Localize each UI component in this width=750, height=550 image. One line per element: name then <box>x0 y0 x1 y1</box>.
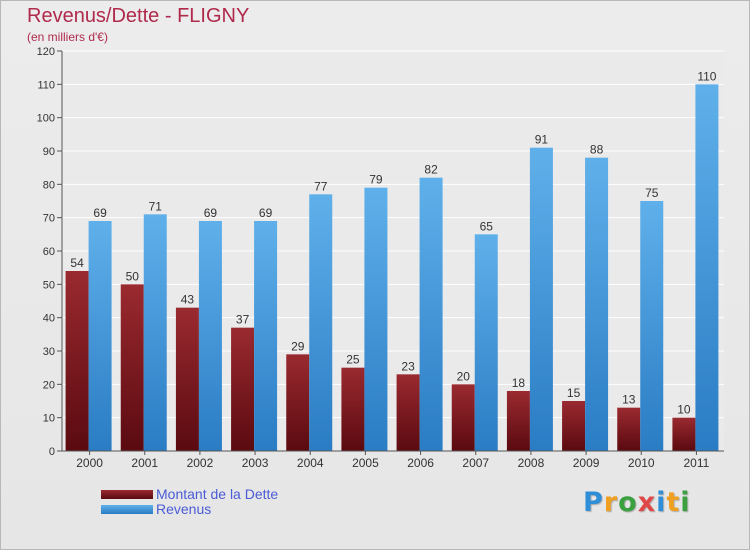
data-label: 79 <box>369 173 383 187</box>
data-label: 29 <box>291 339 305 353</box>
data-label: 25 <box>346 353 360 367</box>
y-tick-label: 80 <box>43 179 55 191</box>
bar-revenus-2005 <box>364 187 388 451</box>
chart-title: Revenus/Dette - FLIGNY <box>27 5 250 27</box>
y-tick-label: 90 <box>43 146 55 158</box>
data-label: 13 <box>622 393 636 407</box>
bar-revenus-2006 <box>419 177 443 451</box>
data-label: 18 <box>512 376 526 390</box>
x-tick-label: 2006 <box>407 456 434 470</box>
x-tick-label: 2003 <box>242 456 269 470</box>
data-label: 69 <box>204 206 218 220</box>
bar-revenus-2000 <box>88 221 112 451</box>
data-label: 110 <box>697 69 716 83</box>
bar-dette-2002 <box>175 307 199 451</box>
data-label: 88 <box>590 143 604 157</box>
legend-label-revenus: Revenus <box>156 501 212 517</box>
x-tick-label: 2000 <box>76 456 103 470</box>
y-tick-label: 70 <box>43 213 55 225</box>
data-label: 69 <box>93 206 107 220</box>
bar-dette-2007 <box>451 384 475 451</box>
bar-dette-2005 <box>341 367 365 451</box>
legend-label-debt: Montant de la Dette <box>156 486 279 502</box>
x-tick-label: 2002 <box>187 456 214 470</box>
x-tick-label: 2005 <box>352 456 379 470</box>
bar-revenus-2002 <box>198 221 222 451</box>
bar-dette-2001 <box>120 284 144 451</box>
proxiti-logo: Proxiti <box>583 487 691 518</box>
legend-swatch-revenus <box>101 505 153 514</box>
data-label: 10 <box>677 403 691 417</box>
bar-revenus-2011 <box>695 84 719 451</box>
data-label: 43 <box>181 293 195 307</box>
y-tick-label: 0 <box>49 446 55 458</box>
data-label: 71 <box>149 199 163 213</box>
data-label: 50 <box>126 269 140 283</box>
y-tick-label: 20 <box>43 379 55 391</box>
x-tick-label: 2007 <box>462 456 489 470</box>
bar-revenus-2008 <box>529 147 553 451</box>
bar-dette-2010 <box>617 407 641 451</box>
data-label: 77 <box>314 179 328 193</box>
data-label: 20 <box>457 369 471 383</box>
bar-revenus-2009 <box>585 157 609 451</box>
data-label: 91 <box>535 133 549 147</box>
x-tick-label: 2008 <box>518 456 545 470</box>
bar-dette-2011 <box>672 417 696 451</box>
bar-dette-2003 <box>231 327 255 451</box>
bar-dette-2004 <box>286 354 310 451</box>
data-label: 37 <box>236 313 250 327</box>
y-tick-label: 30 <box>43 346 55 358</box>
bar-dette-2008 <box>506 391 530 451</box>
bar-revenus-2001 <box>143 214 167 451</box>
bar-revenus-2003 <box>254 221 278 451</box>
x-tick-label: 2001 <box>131 456 158 470</box>
chart-subtitle: (en milliers d'€) <box>27 30 108 44</box>
x-tick-label: 2009 <box>573 456 600 470</box>
y-tick-label: 110 <box>37 79 55 91</box>
y-tick-label: 100 <box>37 113 55 125</box>
bar-revenus-2007 <box>474 234 498 451</box>
y-tick-label: 40 <box>43 313 55 325</box>
bar-revenus-2004 <box>309 194 333 452</box>
y-tick-label: 60 <box>43 246 55 258</box>
x-tick-label: 2004 <box>297 456 324 470</box>
data-label: 75 <box>645 186 659 200</box>
x-tick-label: 2010 <box>628 456 655 470</box>
bar-dette-2009 <box>562 401 586 451</box>
y-tick-label: 10 <box>43 413 55 425</box>
bar-dette-2000 <box>65 271 89 451</box>
data-label: 23 <box>401 359 415 373</box>
y-tick-label: 50 <box>43 279 55 291</box>
bar-revenus-2010 <box>640 201 664 451</box>
legend-swatch-debt <box>101 490 153 499</box>
bar-dette-2006 <box>396 374 420 451</box>
x-tick-label: 2011 <box>684 456 710 470</box>
y-tick-label: 120 <box>37 46 55 58</box>
data-label: 69 <box>259 206 273 220</box>
data-label: 65 <box>480 219 494 233</box>
data-label: 82 <box>424 163 438 177</box>
data-label: 15 <box>567 386 581 400</box>
data-label: 54 <box>70 256 84 270</box>
